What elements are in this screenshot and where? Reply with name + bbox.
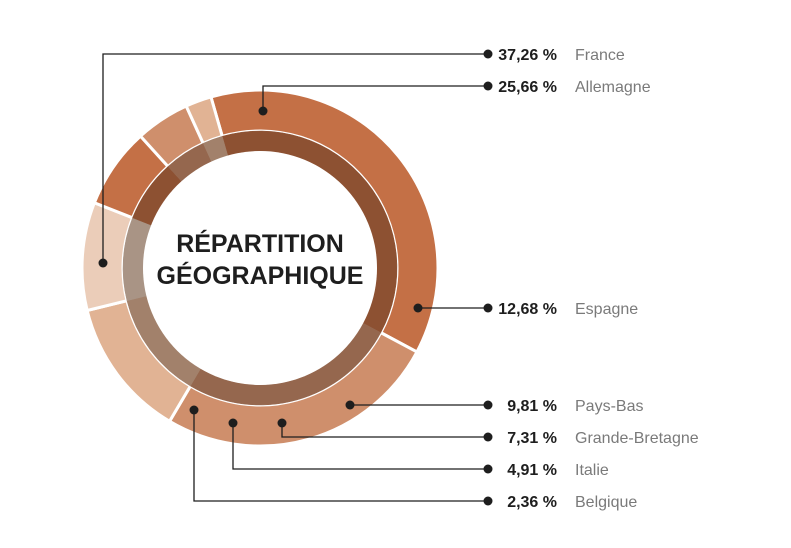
leader-line-belgique — [193, 410, 488, 502]
leader-line-grande-bretagne — [281, 423, 488, 438]
category-label-allemagne: Allemagne — [575, 79, 651, 96]
value-label-grande-bretagne: 7,31 % — [507, 430, 557, 447]
value-label-pays-bas: 9,81 % — [507, 398, 557, 415]
leader-end-dot-belgique — [483, 496, 493, 506]
slice-labels: 37,26 % France 25,66 % Allemagne 12,68 % Espa… — [498, 47, 698, 511]
leader-dot-france — [98, 258, 108, 268]
value-label-belgique: 2,36 % — [507, 494, 557, 511]
leader-end-dot-grande-bretagne — [483, 432, 493, 442]
leader-dot-allemagne — [258, 106, 268, 116]
leader-dot-grande-bretagne — [277, 418, 287, 428]
leader-line-italie — [232, 423, 488, 470]
category-label-france: France — [575, 47, 625, 64]
value-label-espagne: 12,68 % — [498, 301, 557, 318]
donut-inner-ring — [122, 130, 398, 406]
leader-end-dot-allemagne — [483, 81, 493, 91]
leader-dot-belgique — [189, 405, 199, 415]
leader-end-dot-espagne — [483, 303, 493, 313]
category-label-espagne: Espagne — [575, 301, 638, 318]
value-label-allemagne: 25,66 % — [498, 79, 557, 96]
leader-line-allemagne — [262, 85, 488, 111]
leader-lines — [98, 49, 493, 506]
leader-dot-pays-bas — [345, 400, 355, 410]
category-label-pays-bas: Pays-Bas — [575, 398, 643, 415]
leader-line-france — [102, 53, 488, 263]
category-label-grande-bretagne: Grande-Bretagne — [575, 430, 699, 447]
leader-end-dot-france — [483, 49, 493, 59]
leader-end-dot-italie — [483, 464, 493, 474]
chart-title-line-1: RÉPARTITION — [176, 229, 344, 258]
leader-end-dot-pays-bas — [483, 400, 493, 410]
category-label-belgique: Belgique — [575, 494, 637, 511]
chart-title-line-2: GÉOGRAPHIQUE — [157, 261, 364, 290]
value-label-italie: 4,91 % — [507, 462, 557, 479]
leader-dot-espagne — [413, 303, 423, 313]
value-label-france: 37,26 % — [498, 47, 557, 64]
category-label-italie: Italie — [575, 462, 609, 479]
donut-hole — [143, 151, 377, 385]
leader-dot-italie — [228, 418, 238, 428]
